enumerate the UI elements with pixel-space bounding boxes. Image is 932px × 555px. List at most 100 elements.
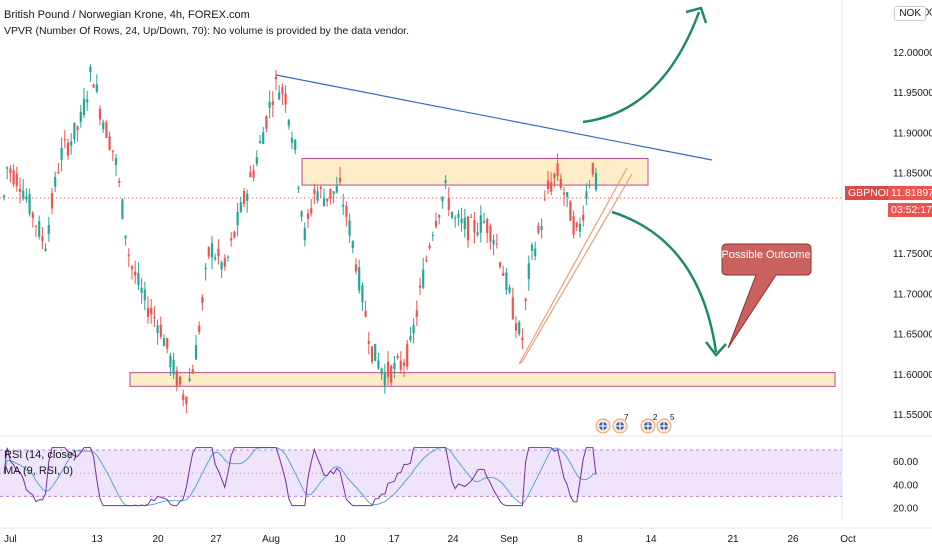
time-tick-label: Jul [4, 534, 17, 545]
price-tick-label: 11.70000 [893, 289, 932, 300]
candle-body [431, 234, 434, 236]
candle-body [2, 195, 6, 198]
candle-body [290, 137, 294, 143]
time-tick-label: 20 [152, 534, 164, 545]
candle-body [399, 360, 402, 370]
candle-body [66, 142, 70, 156]
candle-body [540, 226, 543, 230]
candle-body [278, 92, 281, 100]
candle-body [255, 157, 258, 164]
candle-body [207, 247, 210, 257]
candle-body [143, 289, 146, 301]
symbol-label: GBPNOK [848, 187, 893, 199]
candle-body [105, 122, 108, 138]
candle-body [572, 216, 575, 235]
time-tick-label: 26 [787, 534, 799, 545]
time-tick-label: Sep [500, 534, 518, 545]
candle-body [89, 66, 92, 72]
candle-body [159, 324, 162, 337]
candle-body [303, 227, 306, 241]
bullish-arrow [582, 11, 701, 124]
candle-body [130, 266, 134, 269]
candle-body [38, 221, 41, 237]
candle-body [54, 177, 57, 187]
candle-body [342, 204, 345, 207]
candle-body [146, 308, 150, 317]
candle-body [178, 376, 182, 385]
candle-body [569, 201, 572, 221]
candle-body [511, 297, 514, 320]
price-tick-label: 12.00000 [893, 48, 932, 59]
candle-body [25, 196, 28, 200]
candle-body [102, 122, 105, 130]
candle-body [242, 190, 246, 205]
candle-body [418, 285, 422, 288]
candle-body [441, 196, 444, 202]
candle-body [284, 93, 287, 105]
candle-body [332, 191, 335, 194]
candle-body [553, 173, 556, 178]
candle-body [316, 191, 319, 201]
candle-body [226, 256, 230, 258]
price-tick-label: 11.65000 [893, 330, 932, 341]
candle-body [492, 239, 495, 245]
candle-body [114, 158, 118, 166]
bearish-arrowhead [705, 341, 727, 357]
candle-body [412, 324, 415, 334]
candle-body [530, 244, 534, 251]
price-tick-label: 11.60000 [893, 370, 932, 381]
candle-body [18, 188, 22, 192]
candle-body [415, 310, 418, 317]
candle-body [281, 87, 284, 94]
candle-body [246, 193, 249, 201]
candle-body [335, 185, 338, 193]
candle-body [252, 170, 255, 178]
candle-body [140, 287, 143, 293]
candle-body [73, 122, 76, 140]
candle-body [396, 356, 399, 358]
time-tick-label: 27 [210, 534, 222, 545]
time-tick-label: Oct [840, 534, 856, 545]
candle-body [351, 241, 354, 249]
candle-body [575, 222, 578, 228]
candle-body [111, 150, 114, 152]
candle-body [153, 316, 156, 319]
candle-body [34, 225, 38, 227]
resistance-zone [301, 158, 649, 186]
candle-body [41, 236, 44, 242]
candle-body [514, 323, 518, 331]
candle-body [63, 138, 66, 141]
candle-body [313, 189, 316, 194]
rsi-line [3, 447, 597, 507]
candle-body [582, 214, 585, 221]
rsi-ma-label: MA (9, RSI, 0) [4, 465, 74, 477]
rsi-tick-label: 40.00 [893, 480, 918, 491]
candle-body [463, 217, 466, 230]
candle-body [268, 102, 271, 108]
candle-body [473, 220, 476, 233]
candle-body [505, 272, 508, 290]
candle-body [258, 140, 262, 143]
candle-body [223, 258, 226, 267]
candle-body [524, 298, 527, 302]
rsi-tick-label: 20.00 [893, 504, 918, 515]
time-tick-label: 21 [727, 534, 739, 545]
candle-body [262, 132, 265, 145]
candle-body [118, 180, 121, 183]
support-zone [129, 372, 836, 387]
candle-body [188, 378, 191, 381]
price-tick-label: 11.75000 [893, 249, 932, 260]
candle-body [300, 211, 303, 217]
candle-body [546, 180, 550, 189]
candle-body [287, 120, 290, 126]
candle-body [191, 369, 194, 374]
price-tick-label: 11.55000 [893, 410, 932, 421]
candle-body [562, 192, 566, 195]
currency-button[interactable]: NOK [894, 6, 926, 21]
candle-body [127, 254, 130, 257]
candle-body [374, 344, 377, 362]
candle-body [390, 365, 393, 383]
candle-body [28, 194, 31, 214]
